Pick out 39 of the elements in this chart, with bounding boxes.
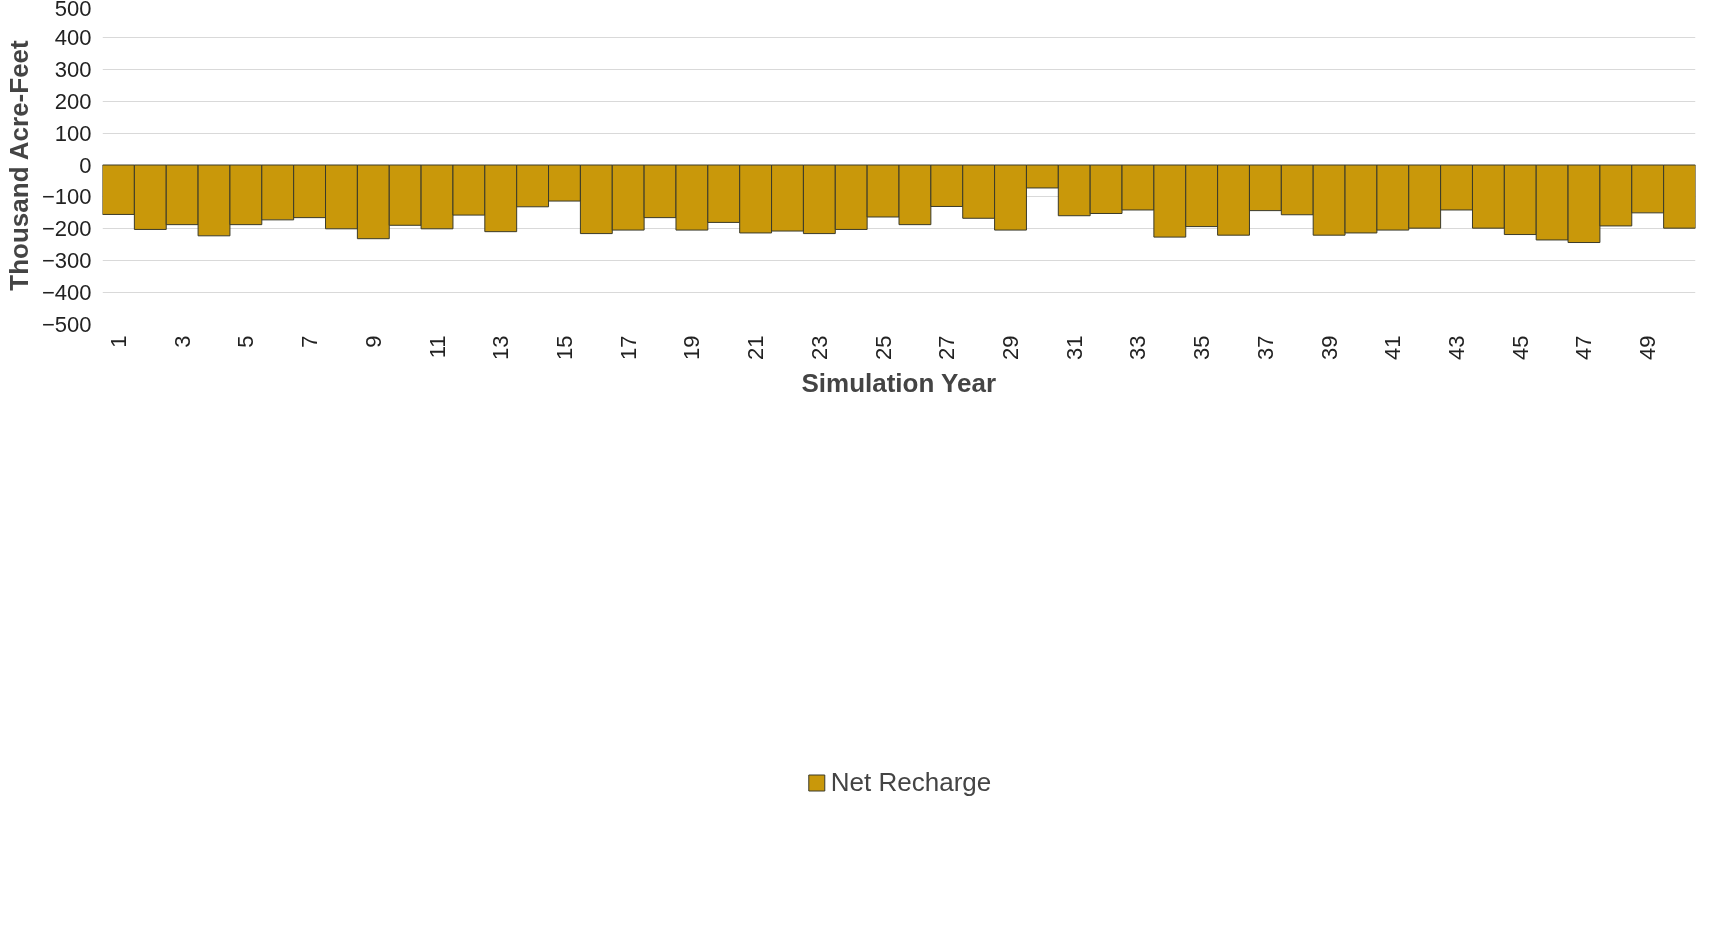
x-tick-label: 43 xyxy=(1444,335,1470,360)
x-tick-label: 1 xyxy=(105,335,131,348)
x-tick-label: 27 xyxy=(934,335,960,360)
y-tick-label: −400 xyxy=(41,280,92,306)
legend-label: Net Recharge xyxy=(830,766,992,798)
x-tick-label: 33 xyxy=(1125,335,1151,360)
x-tick-label: 25 xyxy=(870,335,896,360)
y-tick-label: 500 xyxy=(54,0,92,21)
x-tick-label: 23 xyxy=(806,335,832,360)
y-tick-label: −300 xyxy=(41,248,92,274)
x-tick-label: 11 xyxy=(424,335,450,359)
y-axis-title: Thousand Acre-Feet xyxy=(3,39,34,291)
x-tick-label: 3 xyxy=(169,335,195,348)
y-tick-label: −100 xyxy=(41,184,92,210)
y-tick-label: 0 xyxy=(79,152,92,178)
x-tick-label: 35 xyxy=(1189,335,1215,360)
x-tick-label: 21 xyxy=(743,335,769,360)
x-tick-label: 39 xyxy=(1316,335,1342,360)
y-tick-label: −200 xyxy=(41,216,92,242)
x-tick-label: 37 xyxy=(1252,335,1278,360)
x-tick-label: 31 xyxy=(1061,335,1087,360)
x-tick-label: 15 xyxy=(551,335,577,360)
x-tick-label: 7 xyxy=(297,335,323,348)
x-axis-title: Simulation Year xyxy=(801,367,997,398)
y-tick-label: 100 xyxy=(54,120,92,146)
y-tick-label: −500 xyxy=(41,312,92,337)
y-tick-label: 400 xyxy=(54,24,92,50)
x-tick-label: 19 xyxy=(679,335,705,360)
y-tick-label: 300 xyxy=(54,56,92,82)
x-tick-label: 17 xyxy=(615,335,641,360)
x-tick-label: 41 xyxy=(1380,335,1406,360)
x-tick-label: 9 xyxy=(360,335,386,348)
y-tick-label: 200 xyxy=(54,88,92,114)
x-tick-label: 13 xyxy=(488,335,514,360)
x-tick-label: 5 xyxy=(233,335,259,348)
x-tick-label: 29 xyxy=(998,335,1024,360)
x-tick-label: 49 xyxy=(1635,335,1661,360)
x-tick-label: 45 xyxy=(1507,335,1533,360)
x-tick-label: 47 xyxy=(1571,335,1597,360)
